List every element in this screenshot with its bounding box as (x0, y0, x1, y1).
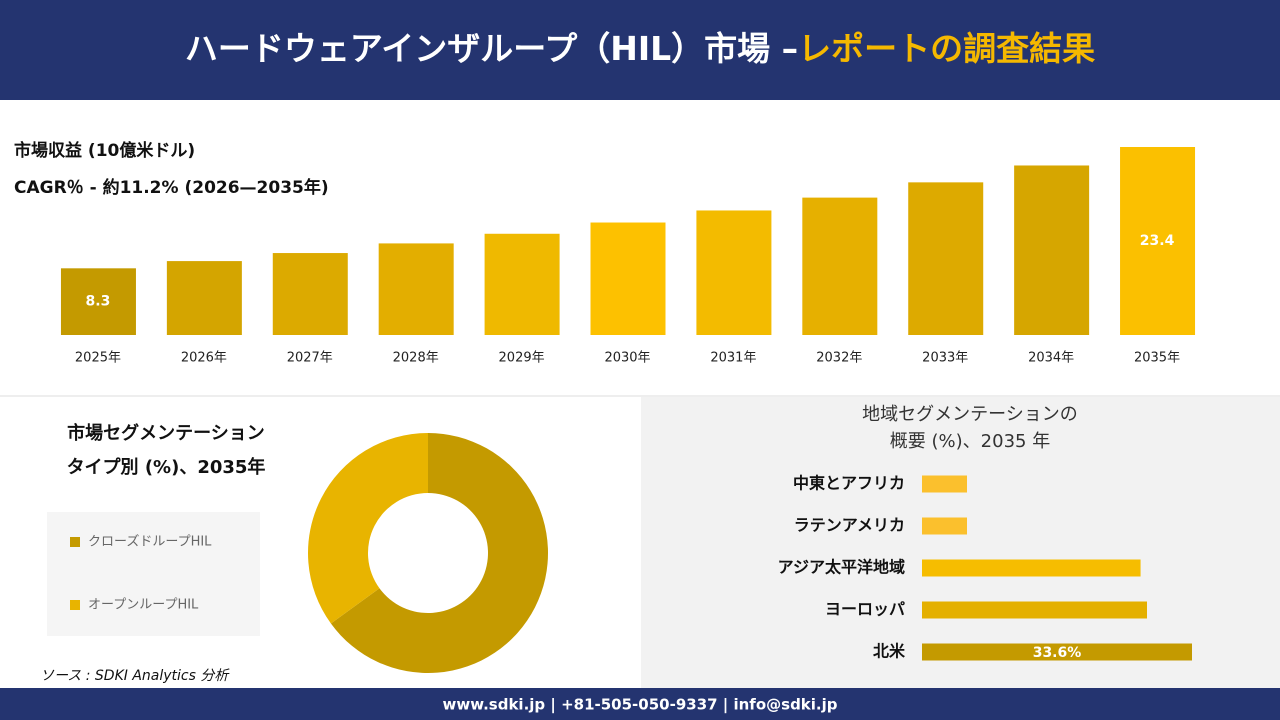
x-tick-label: 2033年 (922, 351, 968, 366)
bar (484, 233, 560, 335)
donut-title: 市場セグメンテーション (67, 422, 265, 444)
legend-box (47, 512, 260, 636)
bar-title: 市場収益 (10億米ドル) (14, 140, 195, 161)
y-tick-label: アジア太平洋地域 (778, 558, 905, 577)
legend-label: オープンループHIL (88, 598, 199, 613)
bar (922, 475, 967, 493)
y-tick-label: ラテンアメリカ (794, 516, 905, 535)
x-tick-label: 2034年 (1028, 351, 1074, 366)
bar (922, 559, 1141, 577)
source: ソース : SDKI Analytics 分析 (40, 668, 230, 684)
value-label: 23.4 (1140, 233, 1175, 249)
header-band (0, 0, 1280, 100)
y-tick-label: 北米 (873, 642, 906, 661)
header-title: ハードウェアインザループ（HIL）市場 –レポートの調査結果 (185, 29, 1095, 68)
bar (908, 182, 984, 335)
x-tick-label: 2027年 (287, 351, 333, 366)
bar (696, 210, 772, 335)
x-tick-label: 2029年 (499, 351, 545, 366)
bar (272, 253, 348, 335)
hbar-title: 概要 (%)、2035 年 (890, 431, 1050, 452)
footer-band (0, 688, 1280, 720)
legend-swatch (70, 600, 80, 610)
donut-title: タイプ別 (%)、2035年 (67, 456, 266, 478)
bar (378, 243, 454, 335)
y-tick-label: 中東とアフリカ (793, 474, 905, 493)
bar (590, 222, 666, 335)
x-tick-label: 2032年 (816, 351, 862, 366)
x-tick-label: 2030年 (604, 351, 650, 366)
bar (922, 643, 1192, 661)
bar-subtitle: CAGR％ - 約11.2% (2026—2035年) (14, 177, 329, 198)
x-tick-label: 2028年 (393, 351, 439, 366)
footer: www.sdki.jp | +81-505-050-9337 | info@sd… (442, 696, 837, 715)
y-tick-label: ヨーロッパ (825, 600, 905, 619)
bar (922, 601, 1147, 619)
header-title-highlight: レポートの調査結果 (798, 29, 1095, 68)
x-tick-label: 2031年 (710, 351, 756, 366)
x-tick-label: 2025年 (75, 351, 121, 366)
value-label: 33.6% (1033, 645, 1082, 661)
bar (60, 268, 136, 335)
bar (1120, 147, 1196, 335)
donut-segment (330, 433, 549, 674)
x-tick-label: 2026年 (181, 351, 227, 366)
x-tick-label: 2035年 (1134, 351, 1180, 366)
value-label: 8.3 (86, 294, 111, 310)
bar (166, 261, 242, 335)
legend-label: クローズドループHIL (88, 534, 212, 550)
bar (922, 517, 967, 535)
donut-segment (308, 433, 428, 624)
bar (1014, 165, 1090, 335)
header-title-main: ハードウェアインザループ（HIL）市場 – (185, 29, 798, 68)
right-panel (641, 397, 1280, 688)
legend-swatch (70, 537, 80, 547)
bar (802, 197, 878, 335)
hbar-title: 地域セグメンテーションの (862, 404, 1078, 425)
